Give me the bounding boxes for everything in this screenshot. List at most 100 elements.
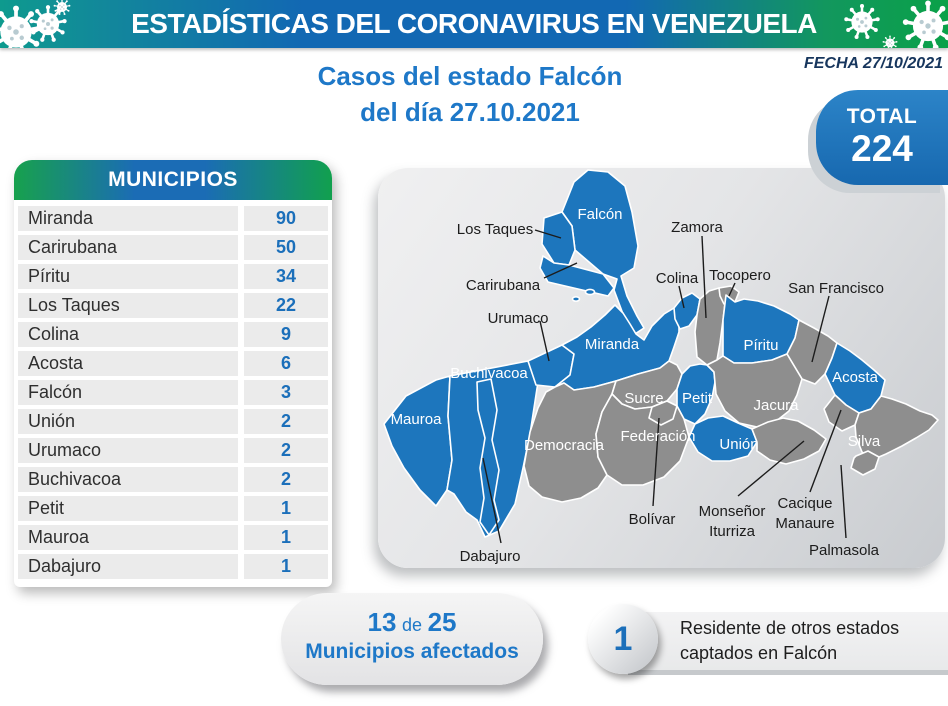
map-label-silva: Silva: [848, 433, 881, 450]
map-label-bolivar: Bolívar: [629, 511, 676, 528]
total-municipios-count: 25: [427, 607, 457, 637]
map-label-tocopero: Tocopero: [709, 267, 771, 284]
map-region-silva: [854, 395, 939, 461]
map-label-buchivacoa: Buchivacoa: [450, 365, 528, 382]
municipality-value: 1: [244, 496, 328, 521]
table-row: Petit 1: [18, 496, 328, 521]
map-region-cacique-manaure: [823, 394, 860, 432]
municipality-value: 3: [244, 380, 328, 405]
map-label-dabajuro: Dabajuro: [460, 548, 521, 565]
municipality-name: Acosta: [18, 351, 238, 376]
map-callout-labels: Los Taques Carirubana Urumaco Zamora Col…: [457, 219, 884, 565]
table-row: Píritu 34: [18, 264, 328, 289]
app-title: ESTADÍSTICAS DEL CORONAVIRUS EN VENEZUEL…: [131, 8, 817, 39]
table-row: Carirubana 50: [18, 235, 328, 260]
map-label-colina: Colina: [656, 270, 699, 287]
municipios-table: MUNICIPIOS Miranda 90 Carirubana 50 Píri…: [14, 160, 332, 587]
falcon-state-map: Los Taques Carirubana Urumaco Zamora Col…: [378, 168, 945, 568]
date-label: FECHA 27/10/2021: [803, 55, 943, 72]
municipality-value: 2: [244, 467, 328, 492]
map-region-san-francisco: [786, 319, 838, 385]
map-region-palmasola: [850, 450, 880, 476]
note-line2: captados en Falcón: [680, 643, 838, 663]
municipality-name: Píritu: [18, 264, 238, 289]
map-label-acosta: Acosta: [832, 369, 879, 386]
affected-caption: Municipios afectados: [305, 640, 519, 663]
note-count-badge: 1: [588, 604, 658, 674]
map-region-los-taques: [541, 211, 576, 266]
affected-count: 13: [367, 607, 397, 637]
municipality-value: 1: [244, 525, 328, 550]
map-islet: [571, 296, 581, 303]
map-regions: [383, 169, 939, 538]
map-canvas: Los Taques Carirubana Urumaco Zamora Col…: [383, 169, 939, 565]
map-label-jacura: Jacura: [753, 397, 799, 414]
header-banner: ESTADÍSTICAS DEL CORONAVIRUS EN VENEZUEL…: [0, 0, 948, 48]
map-callout-lines: [482, 229, 847, 544]
map-region-monsenor-iturriza: [751, 417, 827, 465]
map-label-carirubana: Carirubana: [466, 277, 541, 294]
page-title-line1: Casos del estado Falcón: [317, 61, 623, 91]
table-body: Miranda 90 Carirubana 50 Píritu 34 Los T…: [14, 200, 332, 579]
map-label-palmasola: Palmasola: [809, 542, 880, 559]
municipality-name: Urumaco: [18, 438, 238, 463]
map-region-carirubana: [539, 255, 615, 297]
map-label-manaure: Manaure: [775, 515, 834, 532]
municipality-name: Los Taques: [18, 293, 238, 318]
map-region-falcon: [561, 169, 645, 335]
municipality-value: 1: [244, 554, 328, 579]
map-label-los-taques: Los Taques: [457, 221, 533, 238]
municipality-value: 34: [244, 264, 328, 289]
map-label-cacique: Cacique: [777, 495, 832, 512]
table-row: Mauroa 1: [18, 525, 328, 550]
table-row: Colina 9: [18, 322, 328, 347]
table-row: Los Taques 22: [18, 293, 328, 318]
municipality-value: 2: [244, 409, 328, 434]
municipality-value: 6: [244, 351, 328, 376]
map-label-mauroa: Mauroa: [391, 411, 443, 428]
map-label-petit: Petit: [682, 390, 713, 407]
affected-conjunction: de: [401, 615, 423, 635]
note-line1: Residente de otros estados: [680, 618, 900, 638]
table-row: Urumaco 2: [18, 438, 328, 463]
municipality-name: Colina: [18, 322, 238, 347]
map-region-dabajuro: [476, 378, 500, 536]
map-region-mauroa: [383, 375, 453, 507]
total-value: 224: [851, 128, 913, 169]
map-label-falcon: Falcón: [577, 206, 622, 223]
map-label-union: Unión: [719, 436, 758, 453]
municipality-name: Miranda: [18, 206, 238, 231]
table-row: Buchivacoa 2: [18, 467, 328, 492]
municipality-name: Mauroa: [18, 525, 238, 550]
table-row: Acosta 6: [18, 351, 328, 376]
municipality-name: Carirubana: [18, 235, 238, 260]
map-label-federacion: Federación: [620, 428, 695, 445]
map-label-sucre: Sucre: [624, 390, 663, 407]
map-region-union: [688, 415, 758, 462]
affected-counts: 13 de 25: [281, 607, 543, 638]
map-label-zamora: Zamora: [671, 219, 723, 236]
map-region-bolivar: [648, 400, 678, 426]
map-label-iturriza: Iturriza: [709, 523, 756, 540]
affected-summary: 13 de 25 Municipios afectados: [281, 593, 543, 685]
map-label-miranda: Miranda: [585, 336, 640, 353]
table-header: MUNICIPIOS: [14, 160, 332, 200]
municipality-name: Dabajuro: [18, 554, 238, 579]
map-label-monsenor: Monseñor: [699, 503, 766, 520]
map-region-labels: Falcón Miranda Buchivacoa Mauroa Píritu …: [391, 206, 881, 454]
note-text: Residente de otros estados captados en F…: [624, 612, 948, 670]
table-row: Miranda 90: [18, 206, 328, 231]
table-row: Dabajuro 1: [18, 554, 328, 579]
municipality-value: 50: [244, 235, 328, 260]
map-region-zamora: [694, 287, 727, 366]
table-row: Unión 2: [18, 409, 328, 434]
page-title: Casos del estado Falcón del día 27.10.20…: [255, 58, 685, 130]
page-title-line2: del día 27.10.2021: [360, 97, 580, 127]
municipality-value: 90: [244, 206, 328, 231]
map-region-jacura: [706, 353, 803, 428]
map-label-democracia: Democracia: [524, 437, 605, 454]
table-row: Falcón 3: [18, 380, 328, 405]
municipality-name: Petit: [18, 496, 238, 521]
municipality-name: Unión: [18, 409, 238, 434]
